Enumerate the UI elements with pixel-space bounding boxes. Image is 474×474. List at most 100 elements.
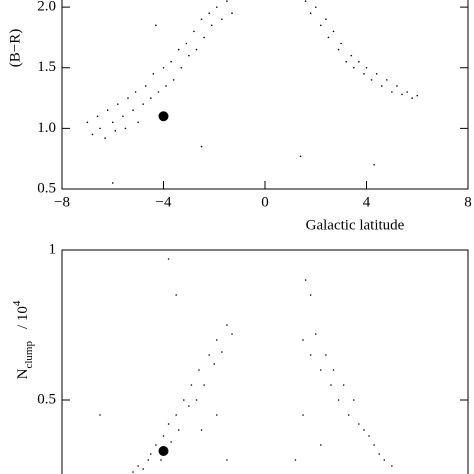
point bbox=[155, 24, 157, 27]
point bbox=[215, 414, 218, 416]
point bbox=[330, 384, 332, 386]
y-tick-label: 1 bbox=[49, 241, 57, 257]
point bbox=[160, 459, 162, 461]
point bbox=[411, 97, 413, 99]
point bbox=[86, 121, 89, 124]
point bbox=[96, 115, 99, 118]
point bbox=[203, 36, 205, 39]
point bbox=[353, 399, 355, 401]
plot-frame bbox=[61, 0, 469, 190]
point bbox=[142, 103, 144, 105]
point bbox=[337, 399, 340, 401]
point bbox=[124, 127, 127, 130]
point bbox=[373, 444, 375, 446]
x-tick-label: 0 bbox=[261, 194, 269, 210]
point bbox=[325, 354, 327, 356]
point bbox=[327, 36, 330, 39]
point bbox=[386, 79, 388, 81]
point bbox=[304, 279, 307, 281]
point bbox=[150, 453, 152, 455]
point bbox=[363, 73, 365, 75]
point bbox=[175, 294, 177, 296]
point bbox=[132, 109, 134, 111]
point bbox=[165, 85, 167, 87]
point bbox=[325, 18, 327, 21]
point bbox=[340, 42, 342, 45]
y-tick-label: 0.5 bbox=[37, 180, 56, 196]
y-axis-label: Nclump / 104 bbox=[11, 300, 35, 379]
point bbox=[185, 42, 188, 45]
point bbox=[99, 127, 101, 130]
point bbox=[358, 423, 360, 425]
point bbox=[226, 459, 228, 461]
point bbox=[91, 133, 94, 136]
point bbox=[188, 54, 190, 57]
point bbox=[391, 465, 393, 467]
point bbox=[350, 54, 353, 57]
point bbox=[213, 363, 216, 365]
x-tick-label: 8 bbox=[464, 194, 472, 210]
point bbox=[122, 115, 124, 118]
point bbox=[320, 369, 322, 371]
point bbox=[162, 66, 165, 69]
point bbox=[137, 465, 139, 467]
point bbox=[127, 97, 129, 99]
point bbox=[320, 24, 322, 27]
point bbox=[193, 30, 195, 33]
point bbox=[198, 369, 200, 371]
point bbox=[117, 103, 119, 105]
point bbox=[195, 399, 198, 401]
point bbox=[302, 339, 304, 341]
point bbox=[106, 109, 109, 111]
point bbox=[320, 444, 322, 446]
y-axis-label: (B−R) bbox=[7, 29, 23, 67]
point bbox=[190, 384, 193, 386]
point bbox=[175, 414, 177, 416]
point bbox=[147, 459, 150, 461]
point bbox=[195, 48, 198, 51]
point bbox=[172, 79, 175, 81]
point bbox=[332, 369, 335, 371]
point bbox=[183, 399, 185, 401]
point bbox=[188, 405, 190, 407]
point bbox=[294, 459, 297, 461]
point bbox=[111, 182, 114, 184]
point bbox=[332, 30, 335, 33]
y-tick-label: 2.0 bbox=[37, 0, 56, 15]
point bbox=[167, 423, 170, 425]
point bbox=[358, 60, 360, 63]
point bbox=[162, 435, 165, 437]
point bbox=[200, 145, 203, 148]
points bbox=[86, 0, 419, 184]
point bbox=[314, 333, 317, 335]
point bbox=[337, 48, 340, 51]
point bbox=[375, 73, 378, 75]
point bbox=[99, 414, 101, 416]
point bbox=[152, 73, 155, 75]
point bbox=[383, 459, 386, 461]
point bbox=[104, 137, 106, 139]
point bbox=[111, 121, 114, 124]
point bbox=[368, 435, 370, 437]
point bbox=[221, 18, 223, 21]
point bbox=[304, 0, 307, 2]
plot-frame bbox=[61, 249, 469, 474]
label-div: / 10 bbox=[15, 306, 31, 329]
point bbox=[157, 91, 160, 93]
point bbox=[406, 91, 408, 93]
point bbox=[215, 6, 218, 8]
label-main: N bbox=[15, 368, 31, 379]
highlight-point bbox=[158, 111, 169, 122]
point bbox=[142, 468, 144, 470]
y-tick-label: 1.0 bbox=[37, 120, 56, 136]
point bbox=[210, 24, 213, 27]
point bbox=[132, 471, 134, 473]
y-tick-label: 1.5 bbox=[37, 59, 56, 75]
x-axis-label: Galactic latitude bbox=[306, 217, 405, 233]
point bbox=[144, 85, 147, 87]
label-sub: clump bbox=[23, 341, 35, 369]
point bbox=[221, 351, 223, 353]
point bbox=[342, 384, 345, 386]
point bbox=[231, 12, 233, 14]
point bbox=[353, 66, 355, 69]
